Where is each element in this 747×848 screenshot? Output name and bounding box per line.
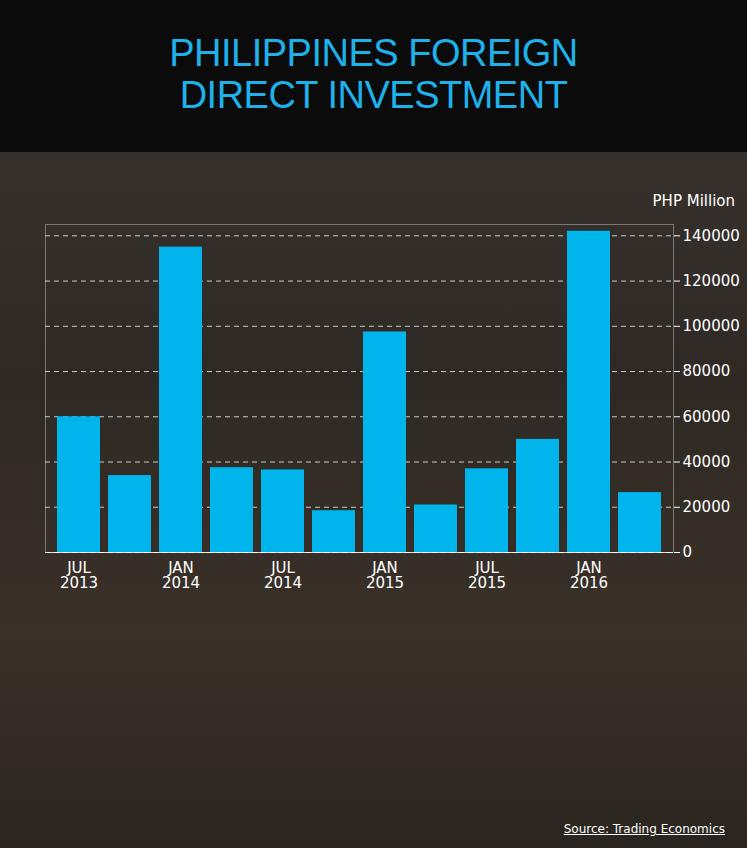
svg-text:80000: 80000 <box>683 362 731 380</box>
svg-text:40000: 40000 <box>683 453 731 471</box>
html-text:Source: Trading Economics: Source: Trading Economics <box>563 822 725 836</box>
html-text:DIRECT INVESTMENT: DIRECT INVESTMENT <box>179 74 568 116</box>
svg-text:120000: 120000 <box>683 272 740 290</box>
svg-text:JAN2015: JAN2015 <box>366 559 404 592</box>
svg-text:JUL2014: JUL2014 <box>264 559 302 592</box>
svg-text:0: 0 <box>683 543 693 561</box>
svg-text:JAN2016: JAN2016 <box>570 559 608 592</box>
svg-text:JAN2014: JAN2014 <box>162 559 200 592</box>
svg-text:100000: 100000 <box>683 317 740 335</box>
html-text:PHILIPPINES FOREIGN: PHILIPPINES FOREIGN <box>169 32 578 74</box>
svg-text:60000: 60000 <box>683 408 731 426</box>
svg-text:20000: 20000 <box>683 498 731 516</box>
svg-text:JUL2013: JUL2013 <box>60 559 98 592</box>
svg-text:140000: 140000 <box>683 227 740 245</box>
html-text:PHP Million: PHP Million <box>652 192 735 210</box>
svg-text:JUL2015: JUL2015 <box>468 559 506 592</box>
